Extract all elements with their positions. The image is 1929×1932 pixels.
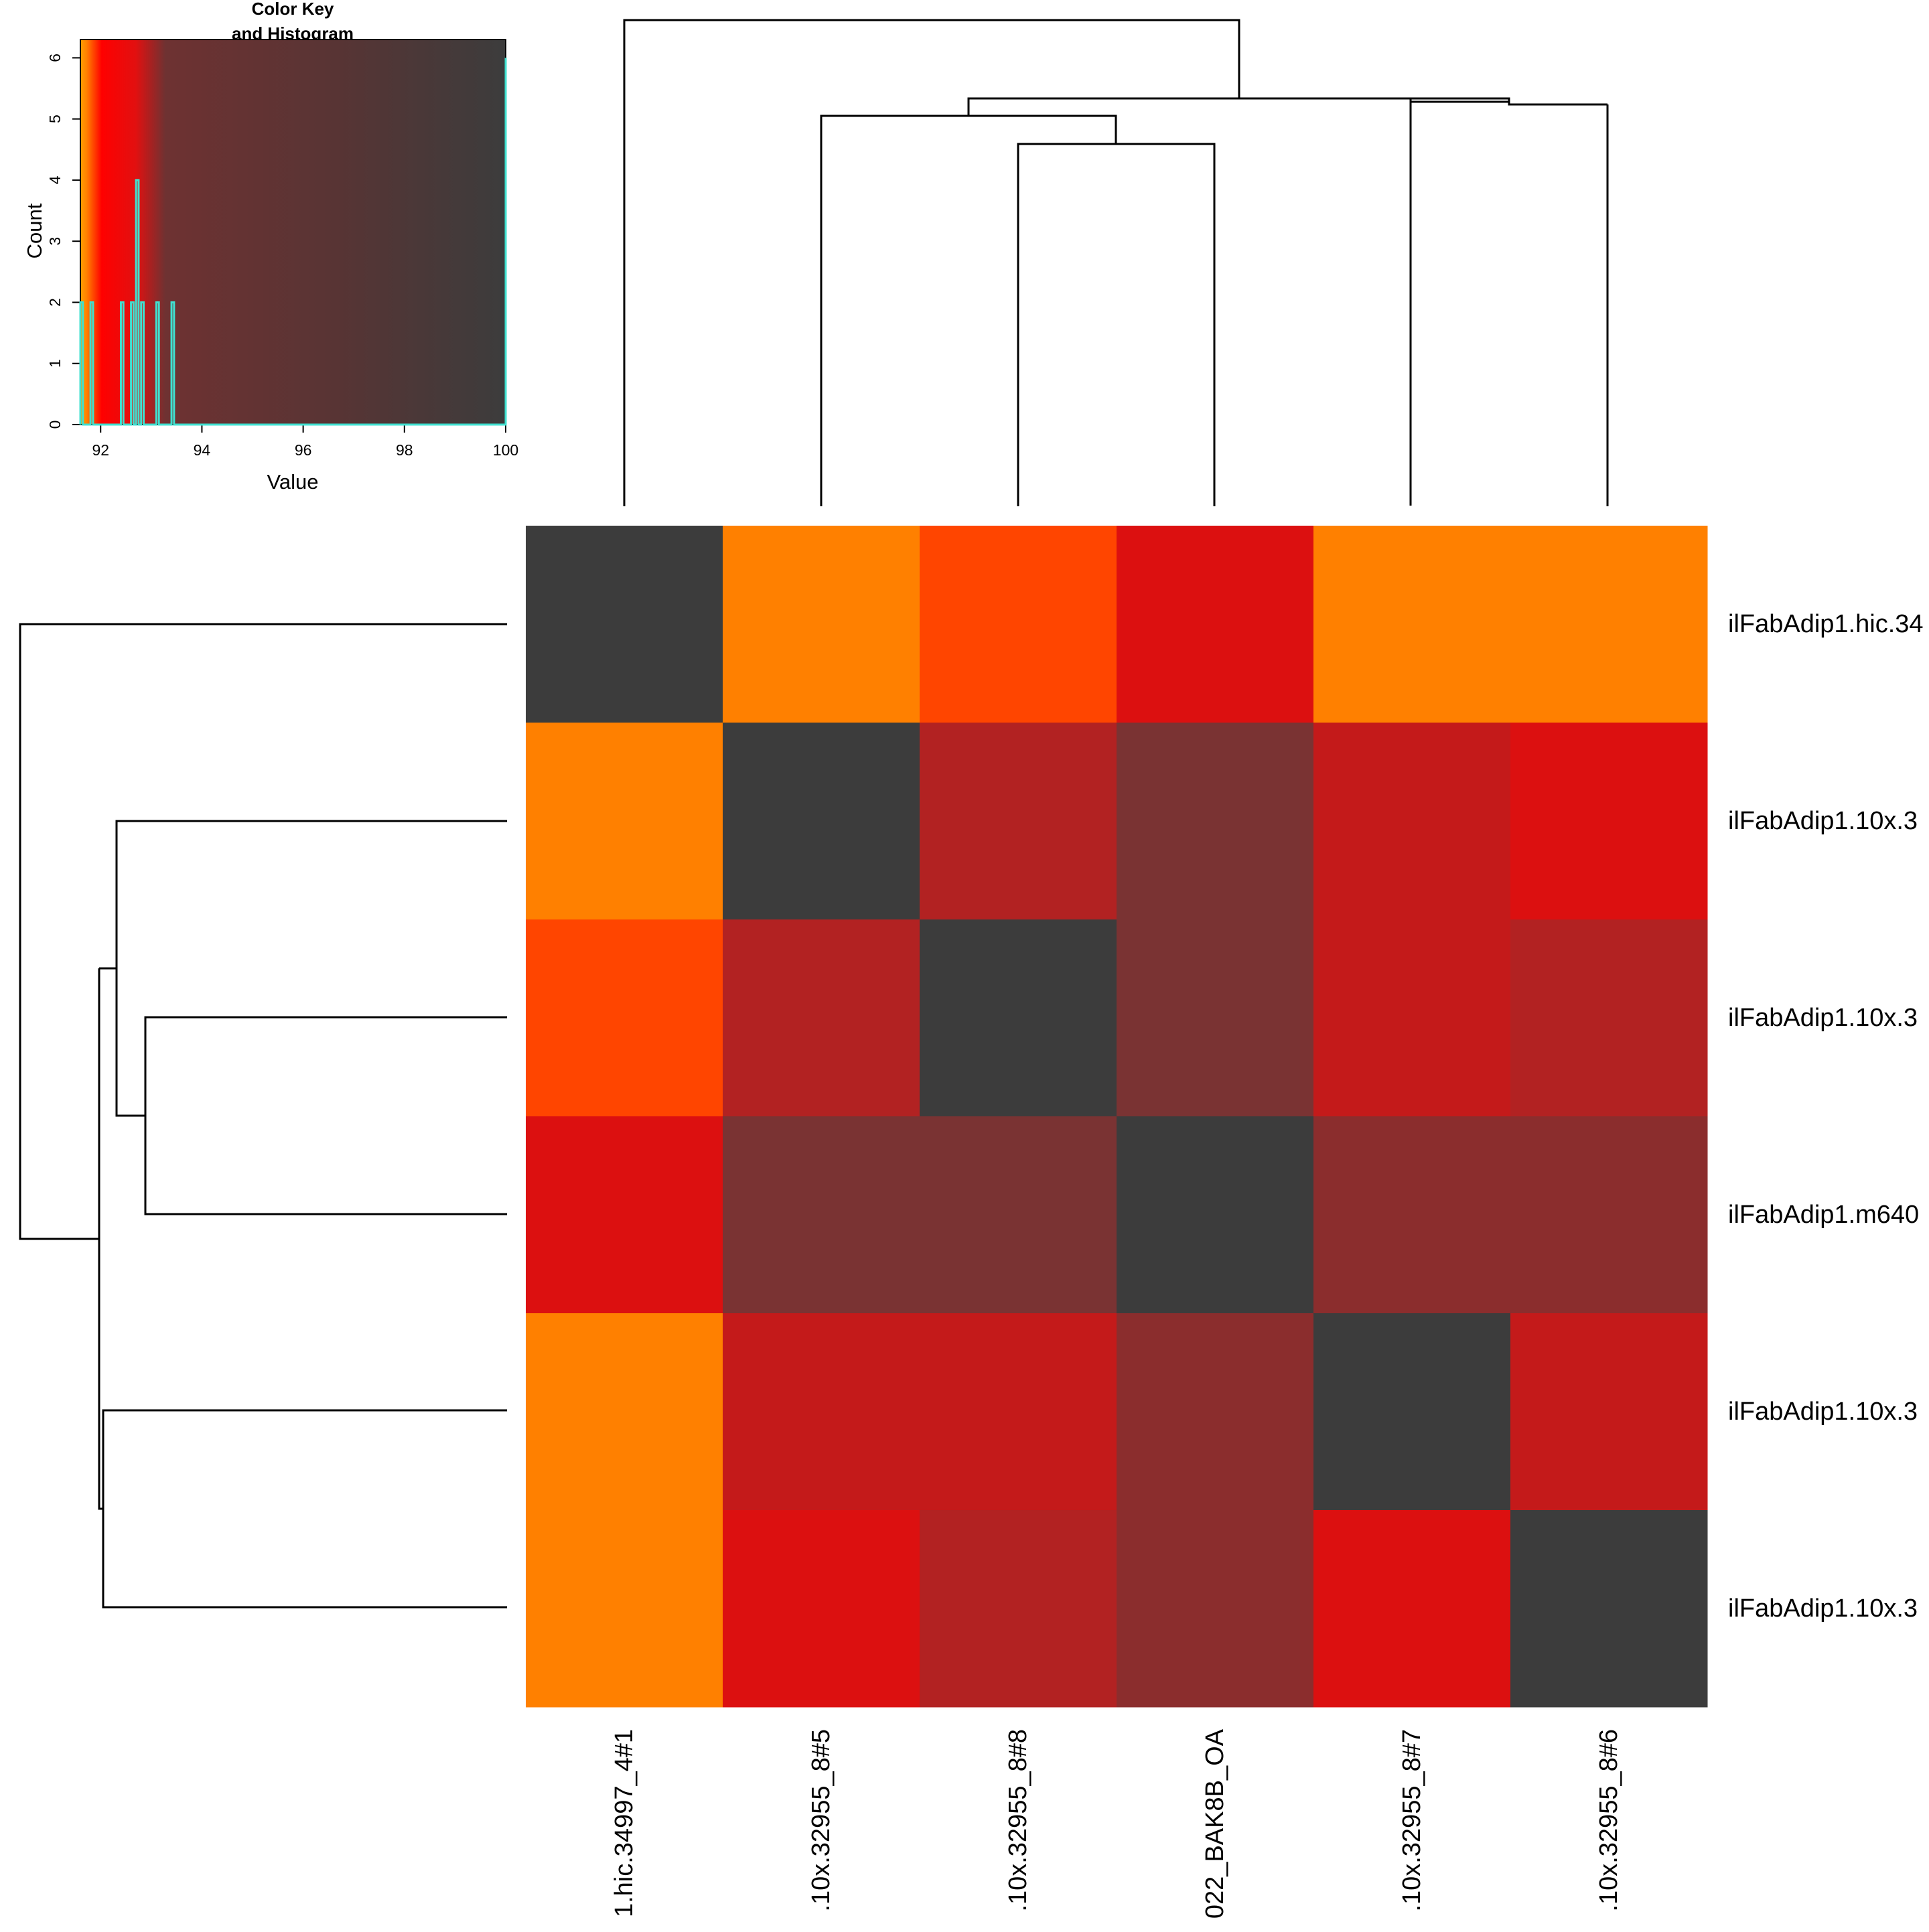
heatmap-cell-r4-c2: [723, 1116, 920, 1314]
heatmap-cell-r2-c6: [1510, 723, 1708, 920]
row-label: ilFabAdip1.hic.34: [1728, 610, 1924, 638]
x-tick-label: 92: [92, 441, 109, 459]
color-key-xlabel: Value: [267, 470, 319, 494]
heatmap-cell-r3-c5: [1313, 919, 1511, 1117]
heatmap-cell-r2-c1: [526, 723, 723, 920]
heatmap-cell-r3-c4: [1117, 919, 1314, 1117]
heatmap-cell-r5-c5: [1313, 1313, 1511, 1511]
heatmap-cell-r4-c4: [1117, 1116, 1314, 1314]
color-key-ylabel: Count: [23, 203, 46, 258]
y-tick-label: 0: [46, 421, 64, 429]
heatmap-cell-r6-c1: [526, 1510, 723, 1708]
heatmap-cell-r1-c1: [526, 526, 723, 723]
row-label: ilFabAdip1.10x.3: [1728, 807, 1918, 835]
heatmap-cell-r5-c3: [920, 1313, 1117, 1511]
y-tick-label: 5: [46, 115, 64, 123]
heatmap-cell-r4-c3: [920, 1116, 1117, 1314]
color-key: Color Key and Histogram 92 94 96 98 10001234…: [23, 0, 518, 494]
column-label: 1.hic.34997_4#1: [610, 1729, 638, 1917]
heatmap-cell-r3-c6: [1510, 919, 1708, 1117]
heatmap-cell-r6-c5: [1313, 1510, 1511, 1708]
x-tick-label: 100: [493, 441, 518, 459]
heatmap-cell-r2-c4: [1117, 723, 1314, 920]
y-tick-label: 6: [46, 54, 64, 62]
heatmap-cell-r1-c2: [723, 526, 920, 723]
column-label: 022_BAK8B_OA: [1201, 1728, 1229, 1919]
column-label: .10x.32955_8#6: [1595, 1729, 1623, 1912]
heatmap-cell-r1-c3: [920, 526, 1117, 723]
heatmap-cell-r1-c6: [1510, 526, 1708, 723]
histogram-line: [79, 58, 507, 426]
heatmap-cell-r3-c2: [723, 919, 920, 1117]
heatmap-cell-r6-c2: [723, 1510, 920, 1708]
column-label: .10x.32955_8#8: [1004, 1729, 1032, 1912]
heatmap-cell-r5-c6: [1510, 1313, 1708, 1511]
column-dendrogram: [623, 19, 1609, 506]
column-label: .10x.32955_8#5: [807, 1729, 835, 1912]
x-tick-label: 94: [194, 441, 211, 459]
heatmap-cell-r3-c1: [526, 919, 723, 1117]
column-label: .10x.32955_8#7: [1398, 1729, 1426, 1912]
y-tick-label: 2: [46, 298, 64, 307]
heatmap-cell-r2-c3: [920, 723, 1117, 920]
heatmap-cell-r2-c5: [1313, 723, 1511, 920]
row-labels: ilFabAdip1.hic.34 ilFabAdip1.10x.3 ilFabAd…: [1728, 610, 1924, 1623]
color-key-gradient-rect: [80, 39, 506, 425]
row-dendrogram: [19, 623, 507, 1609]
heatmap-cell-r1-c4: [1117, 526, 1314, 723]
color-key-axes: 92 94 96 98 100 0 1 2 3 4 5 6: [46, 54, 518, 459]
x-tick-label: 98: [396, 441, 413, 459]
x-tick-label: 96: [295, 441, 312, 459]
row-label: ilFabAdip1.10x.3: [1728, 1594, 1918, 1623]
heatmap-cell-r6-c3: [920, 1510, 1117, 1708]
y-tick-label: 3: [46, 237, 64, 246]
row-label: ilFabAdip1.m640: [1728, 1201, 1919, 1229]
heatmap-cell-r6-c4: [1117, 1510, 1314, 1708]
column-labels: 1.hic.34997_4#1 .10x.32955_8#5 .10x.32955_…: [610, 1728, 1623, 1919]
heatmap-cell-r5-c4: [1117, 1313, 1314, 1511]
heatmap-cell-r5-c2: [723, 1313, 920, 1511]
row-label: ilFabAdip1.10x.3: [1728, 1398, 1918, 1426]
heatmap-cell-r4-c1: [526, 1116, 723, 1314]
heatmap-cell-r3-c3: [920, 919, 1117, 1117]
heatmap-cell-r6-c6: [1510, 1510, 1708, 1708]
y-tick-label: 1: [46, 359, 64, 368]
heatmap-cell-r4-c5: [1313, 1116, 1511, 1314]
heatmap-matrix: [526, 526, 1708, 1708]
heatmap-cell-r1-c5: [1313, 526, 1511, 723]
heatmap-cell-r2-c2: [723, 723, 920, 920]
heatmap-cell-r4-c6: [1510, 1116, 1708, 1314]
row-label: ilFabAdip1.10x.3: [1728, 1004, 1918, 1032]
color-key-title-line-1: Color Key: [252, 0, 334, 19]
heatmap-cell-r5-c1: [526, 1313, 723, 1511]
y-tick-label: 4: [46, 175, 64, 184]
